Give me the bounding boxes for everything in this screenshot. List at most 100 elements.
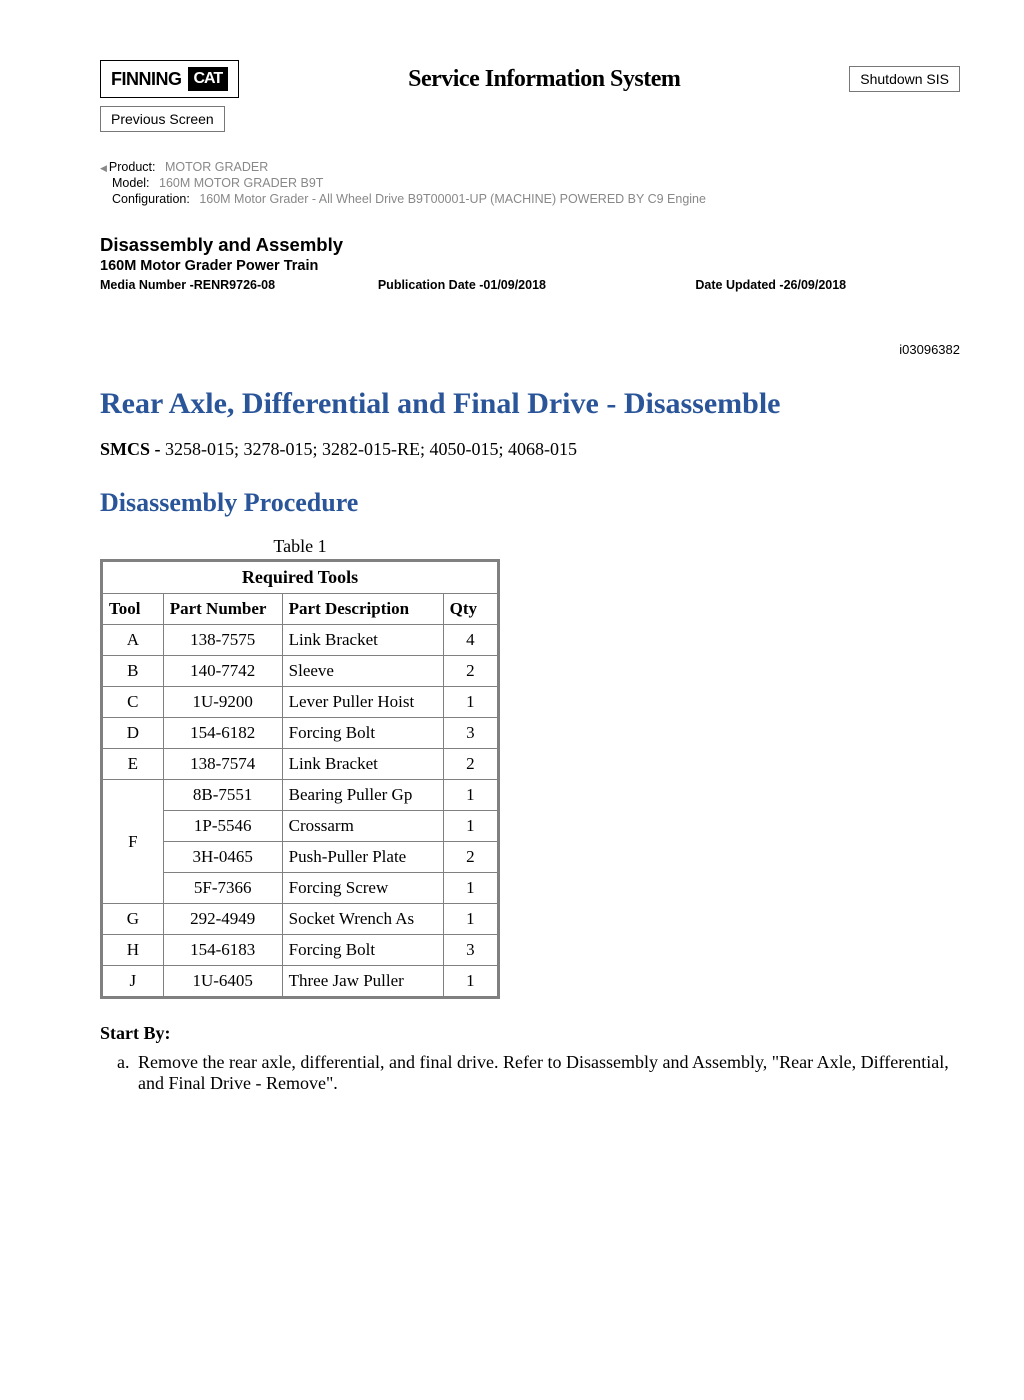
required-tools-table: Required Tools Tool Part Number Part Des… — [100, 559, 500, 999]
section-title: Disassembly and Assembly — [100, 234, 960, 256]
meta-model-line: Model: 160M MOTOR GRADER B9T — [112, 176, 960, 190]
cell-part-description: Sleeve — [282, 656, 443, 687]
product-label: Product: — [109, 160, 156, 174]
config-value: 160M Motor Grader - All Wheel Drive B9T0… — [199, 192, 706, 206]
media-label: Media Number - — [100, 278, 194, 292]
doc-header: Disassembly and Assembly 160M Motor Grad… — [100, 234, 960, 292]
prev-row: Previous Screen — [100, 106, 960, 132]
cell-part-description: Bearing Puller Gp — [282, 780, 443, 811]
config-label: Configuration: — [112, 192, 190, 206]
cell-qty: 1 — [443, 904, 498, 935]
pub-date: 01/09/2018 — [483, 278, 546, 292]
article-title: Rear Axle, Differential and Final Drive … — [100, 387, 960, 421]
cell-tool: D — [102, 718, 164, 749]
cell-part-description: Socket Wrench As — [282, 904, 443, 935]
cell-part-number: 1P-5546 — [163, 811, 282, 842]
sis-title: Service Information System — [239, 66, 849, 93]
cell-part-description: Forcing Screw — [282, 873, 443, 904]
table-required-tools-header: Required Tools — [102, 561, 499, 594]
cell-part-number: 138-7574 — [163, 749, 282, 780]
table-row: F8B-7551Bearing Puller Gp1 — [102, 780, 499, 811]
cell-qty: 1 — [443, 873, 498, 904]
smcs-line: SMCS - 3258-015; 3278-015; 3282-015-RE; … — [100, 439, 960, 460]
cell-part-number: 1U-9200 — [163, 687, 282, 718]
cell-qty: 1 — [443, 966, 498, 998]
cell-part-number: 140-7742 — [163, 656, 282, 687]
cell-part-description: Crossarm — [282, 811, 443, 842]
cell-tool: A — [102, 625, 164, 656]
cell-part-number: 138-7575 — [163, 625, 282, 656]
smcs-label: SMCS - — [100, 439, 165, 459]
cell-part-number: 154-6183 — [163, 935, 282, 966]
doc-id: i03096382 — [100, 342, 960, 357]
media-number-cell: Media Number -RENR9726-08 — [100, 278, 378, 292]
cell-part-number: 8B-7551 — [163, 780, 282, 811]
model-label: Model: — [112, 176, 150, 190]
model-value: 160M MOTOR GRADER B9T — [159, 176, 323, 190]
cell-part-description: Push-Puller Plate — [282, 842, 443, 873]
upd-label: Date Updated - — [695, 278, 783, 292]
cell-part-number: 292-4949 — [163, 904, 282, 935]
pub-date-cell: Publication Date -01/09/2018 — [378, 278, 696, 292]
logo-finning-text: FINNING — [111, 69, 182, 90]
cell-tool: G — [102, 904, 164, 935]
cell-qty: 1 — [443, 687, 498, 718]
meta-config-line: Configuration: 160M Motor Grader - All W… — [112, 192, 960, 206]
start-by-steps: Remove the rear axle, differential, and … — [118, 1052, 960, 1094]
col-qty: Qty — [443, 594, 498, 625]
cell-part-description: Three Jaw Puller — [282, 966, 443, 998]
cell-part-description: Lever Puller Hoist — [282, 687, 443, 718]
cell-part-number: 5F-7366 — [163, 873, 282, 904]
col-part-description: Part Description — [282, 594, 443, 625]
cell-qty: 4 — [443, 625, 498, 656]
col-part-number: Part Number — [163, 594, 282, 625]
cell-tool: J — [102, 966, 164, 998]
cell-tool: H — [102, 935, 164, 966]
col-tool: Tool — [102, 594, 164, 625]
cell-part-number: 154-6182 — [163, 718, 282, 749]
table-row: H154-6183Forcing Bolt3 — [102, 935, 499, 966]
media-number: RENR9726-08 — [194, 278, 275, 292]
cell-qty: 2 — [443, 749, 498, 780]
page-root: FINNING CAT Service Information System S… — [0, 0, 1024, 1174]
cell-tool: C — [102, 687, 164, 718]
cell-part-description: Forcing Bolt — [282, 718, 443, 749]
table-row: E138-7574Link Bracket2 — [102, 749, 499, 780]
product-value: MOTOR GRADER — [165, 160, 268, 174]
upd-date: 26/09/2018 — [784, 278, 847, 292]
smcs-codes: 3258-015; 3278-015; 3282-015-RE; 4050-01… — [165, 439, 577, 459]
cell-qty: 2 — [443, 842, 498, 873]
header-row: FINNING CAT Service Information System S… — [100, 60, 960, 98]
table-row: A138-7575Link Bracket4 — [102, 625, 499, 656]
cell-qty: 3 — [443, 718, 498, 749]
start-by-step-a: Remove the rear axle, differential, and … — [134, 1052, 960, 1094]
logo-cat-badge: CAT — [188, 67, 229, 91]
table-row: G292-4949Socket Wrench As1 — [102, 904, 499, 935]
table-row: J1U-6405Three Jaw Puller1 — [102, 966, 499, 998]
table-caption: Table 1 — [100, 536, 500, 557]
cell-tool: B — [102, 656, 164, 687]
table-row: B140-7742Sleeve2 — [102, 656, 499, 687]
cell-part-number: 1U-6405 — [163, 966, 282, 998]
start-by-label: Start By: — [100, 1023, 960, 1044]
pub-label: Publication Date - — [378, 278, 484, 292]
media-row: Media Number -RENR9726-08 Publication Da… — [100, 278, 960, 292]
back-arrow-icon: ◀ — [100, 163, 107, 174]
cell-part-description: Link Bracket — [282, 749, 443, 780]
cell-part-description: Link Bracket — [282, 625, 443, 656]
cell-tool: F — [102, 780, 164, 904]
cell-qty: 2 — [443, 656, 498, 687]
table-row: D154-6182Forcing Bolt3 — [102, 718, 499, 749]
cell-qty: 1 — [443, 811, 498, 842]
logo-box: FINNING CAT — [100, 60, 239, 98]
meta-block: ◀Product: MOTOR GRADER Model: 160M MOTOR… — [100, 160, 960, 206]
upd-date-cell: Date Updated -26/09/2018 — [695, 278, 960, 292]
section-subtitle: 160M Motor Grader Power Train — [100, 258, 960, 274]
cell-qty: 3 — [443, 935, 498, 966]
procedure-title: Disassembly Procedure — [100, 488, 960, 518]
table-row: C1U-9200Lever Puller Hoist1 — [102, 687, 499, 718]
shutdown-sis-button[interactable]: Shutdown SIS — [849, 66, 960, 92]
meta-product-line: ◀Product: MOTOR GRADER — [100, 160, 960, 174]
cell-part-description: Forcing Bolt — [282, 935, 443, 966]
previous-screen-button[interactable]: Previous Screen — [100, 106, 225, 132]
